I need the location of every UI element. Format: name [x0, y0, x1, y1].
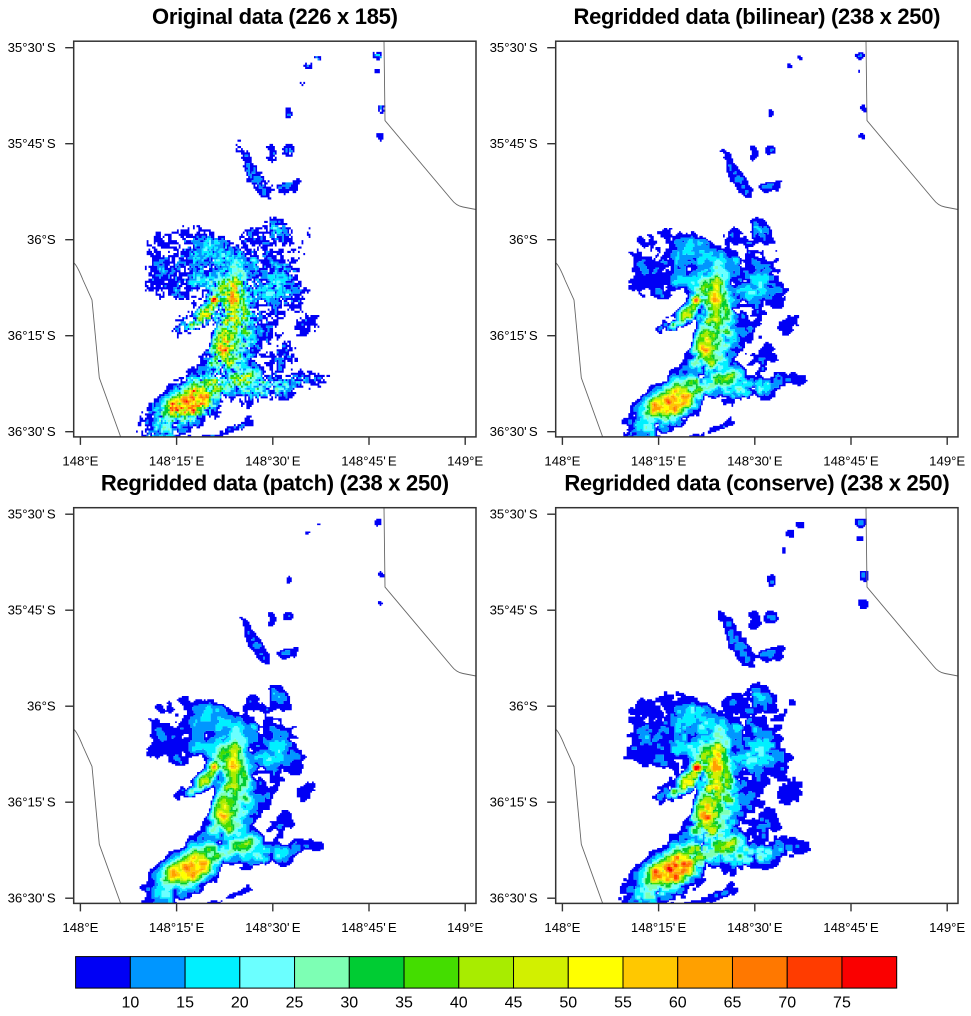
svg-text:15: 15: [176, 995, 194, 1012]
svg-text:148°15'E: 148°15' E: [631, 453, 687, 468]
svg-text:148°45'E: 148°45' E: [823, 453, 879, 468]
svg-text:Regridded data (patch) (238 x: Regridded data (patch) (238 x 250): [101, 471, 449, 496]
svg-text:30: 30: [340, 995, 358, 1012]
svg-text:35°45'S: 35°45' S: [8, 136, 56, 151]
svg-text:25: 25: [286, 995, 304, 1012]
svg-text:20: 20: [231, 995, 249, 1012]
svg-text:36°S: 36°S: [27, 232, 56, 247]
svg-text:70: 70: [778, 995, 796, 1012]
svg-text:149°E: 149°E: [447, 920, 483, 935]
svg-text:36°15'S: 36°15' S: [490, 795, 538, 810]
svg-text:148°30'E: 148°30' E: [727, 453, 783, 468]
svg-text:35°30'S: 35°30' S: [8, 507, 56, 522]
svg-text:45: 45: [505, 995, 523, 1012]
svg-text:148°E: 148°E: [544, 920, 580, 935]
svg-text:148°E: 148°E: [62, 453, 98, 468]
svg-text:35°30'S: 35°30' S: [8, 40, 56, 55]
svg-text:148°30'E: 148°30' E: [245, 920, 301, 935]
svg-text:148°30'E: 148°30' E: [245, 453, 301, 468]
svg-text:149°E: 149°E: [447, 453, 483, 468]
svg-text:35°45'S: 35°45' S: [490, 136, 538, 151]
svg-text:35°45'S: 35°45' S: [490, 603, 538, 618]
svg-text:149°E: 149°E: [929, 920, 965, 935]
svg-text:148°15'E: 148°15' E: [149, 920, 205, 935]
svg-text:36°30'S: 36°30' S: [8, 424, 56, 439]
svg-text:75: 75: [833, 995, 851, 1012]
svg-text:65: 65: [724, 995, 742, 1012]
svg-text:55: 55: [614, 995, 632, 1012]
svg-text:60: 60: [669, 995, 687, 1012]
svg-text:148°45'E: 148°45' E: [341, 920, 397, 935]
svg-text:36°S: 36°S: [27, 699, 56, 714]
svg-text:40: 40: [450, 995, 468, 1012]
svg-text:35°30'S: 35°30' S: [490, 40, 538, 55]
svg-text:148°E: 148°E: [62, 920, 98, 935]
svg-text:35°30'S: 35°30' S: [490, 507, 538, 522]
svg-text:149°E: 149°E: [929, 453, 965, 468]
svg-text:36°15'S: 36°15' S: [490, 328, 538, 343]
svg-text:Regridded data (bilinear) (238: Regridded data (bilinear) (238 x 250): [574, 4, 941, 29]
svg-text:36°30'S: 36°30' S: [8, 891, 56, 906]
svg-text:148°E: 148°E: [544, 453, 580, 468]
svg-text:148°15'E: 148°15' E: [149, 453, 205, 468]
svg-text:148°30'E: 148°30' E: [727, 920, 783, 935]
svg-text:36°S: 36°S: [509, 232, 538, 247]
svg-text:148°15'E: 148°15' E: [631, 920, 687, 935]
svg-text:148°45'E: 148°45' E: [341, 453, 397, 468]
svg-text:10: 10: [121, 995, 139, 1012]
svg-text:36°15'S: 36°15' S: [8, 328, 56, 343]
svg-text:35°45'S: 35°45' S: [8, 603, 56, 618]
svg-text:50: 50: [559, 995, 577, 1012]
svg-text:36°S: 36°S: [509, 699, 538, 714]
svg-text:35: 35: [395, 995, 413, 1012]
svg-text:36°15'S: 36°15' S: [8, 795, 56, 810]
svg-text:148°45'E: 148°45' E: [823, 920, 879, 935]
svg-text:36°30'S: 36°30' S: [490, 424, 538, 439]
svg-text:Original data (226 x 185): Original data (226 x 185): [152, 4, 398, 29]
svg-text:36°30'S: 36°30' S: [490, 891, 538, 906]
svg-text:Regridded data (conserve) (238: Regridded data (conserve) (238 x 250): [564, 471, 949, 496]
